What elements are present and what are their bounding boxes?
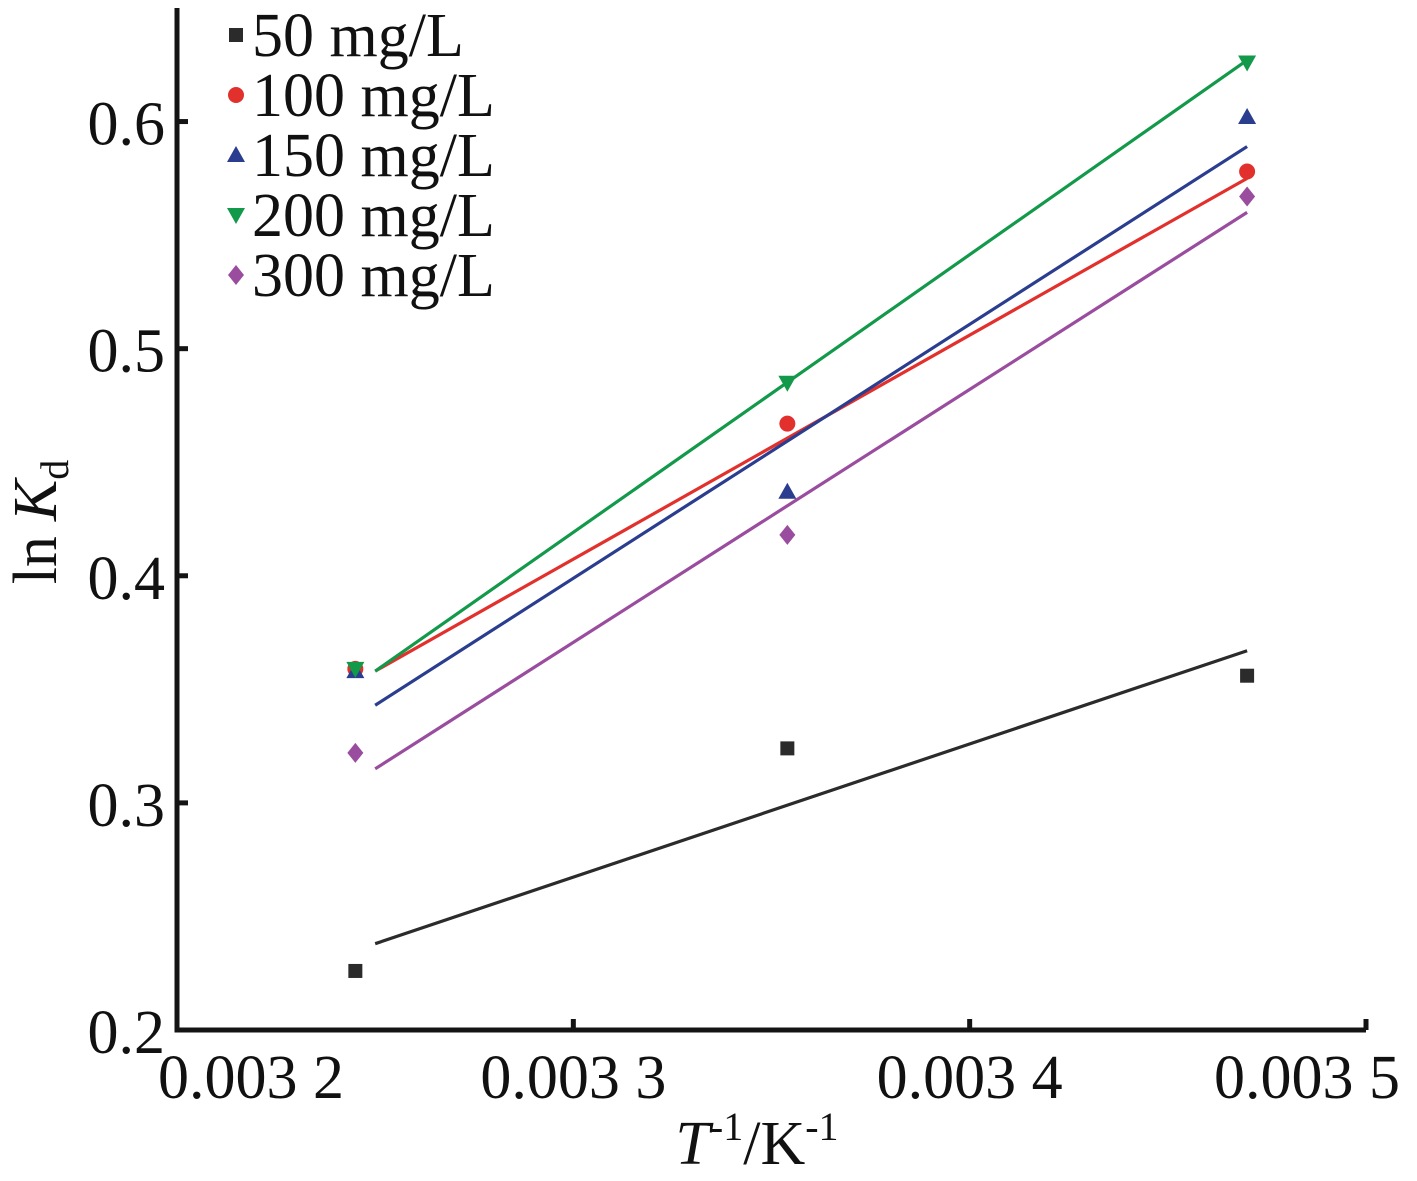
y-tick-label: 0.2 (88, 999, 166, 1067)
series-100-mg-l-point (779, 415, 796, 432)
series-150-mg-l-fit-line (374, 145, 1248, 707)
legend-square-icon (229, 28, 243, 42)
legend-circle-icon (228, 87, 244, 103)
series-150-mg-l-point (778, 482, 797, 499)
y-tick-label: 0.3 (88, 772, 166, 840)
x-axis-title-unit-exponent: -1 (805, 1104, 838, 1149)
x-axis-title-symbol-exponent: -1 (710, 1104, 743, 1149)
fit-lines (374, 58, 1249, 946)
x-tick-label: 0.003 4 (877, 1044, 1063, 1112)
data-points (346, 55, 1257, 978)
legend-item: 150 mg/L (227, 122, 495, 190)
legend-label: 200 mg/L (252, 182, 495, 250)
legend-label: 150 mg/L (252, 122, 495, 190)
legend-item: 200 mg/L (227, 182, 495, 250)
legend-diamond-icon (228, 265, 244, 285)
series-300-mg-l-point (1239, 186, 1256, 207)
legend-item: 100 mg/L (228, 62, 495, 130)
y-tick-label: 0.6 (88, 91, 166, 159)
series-300-mg-l-point (347, 742, 364, 763)
y-axis-title-symbol: K (2, 476, 70, 522)
x-axis-title: T-1/K-1 (675, 1104, 838, 1178)
legend-triangle-down-icon (227, 208, 245, 224)
axes: 0.003 2 0.003 3 0.003 4 0.003 5 0.2 0.3 0.4 0.5… (88, 8, 1400, 1112)
y-axis-title: ln Kd (2, 460, 77, 585)
series-200-mg-l-fit-line (374, 58, 1249, 673)
x-tick-label: 0.003 3 (480, 1044, 666, 1112)
series-200-mg-l-point (346, 661, 365, 678)
series-300-mg-l-fit-line (374, 211, 1248, 771)
y-tick-label: 0.5 (88, 318, 166, 386)
y-axis-title-prefix: ln (2, 536, 70, 584)
series-100-mg-l-point (1239, 163, 1256, 180)
series-200-mg-l-point (778, 375, 797, 392)
legend-triangle-up-icon (227, 146, 245, 162)
x-axis-title-symbol: T (675, 1110, 714, 1178)
x-tick-label: 0.003 2 (158, 1044, 344, 1112)
x-tick-label: 0.003 5 (1214, 1044, 1400, 1112)
x-axis-title-unit: /K (743, 1110, 805, 1178)
legend-item: 300 mg/L (228, 242, 495, 310)
series-200-mg-l-point (1238, 55, 1257, 72)
series-50-mg-l-point (348, 963, 363, 978)
y-tick-label: 0.4 (88, 545, 166, 613)
y-axis-title-subscript: d (32, 460, 77, 480)
legend-label: 100 mg/L (252, 62, 495, 130)
legend-label: 50 mg/L (252, 2, 464, 70)
series-50-mg-l-point (1240, 668, 1255, 683)
legend-label: 300 mg/L (252, 242, 495, 310)
series-150-mg-l-point (1238, 108, 1257, 125)
legend-item: 50 mg/L (229, 2, 464, 70)
series-50-mg-l-fit-line (374, 649, 1248, 946)
series-300-mg-l-point (779, 524, 796, 545)
series-50-mg-l-point (780, 741, 795, 756)
